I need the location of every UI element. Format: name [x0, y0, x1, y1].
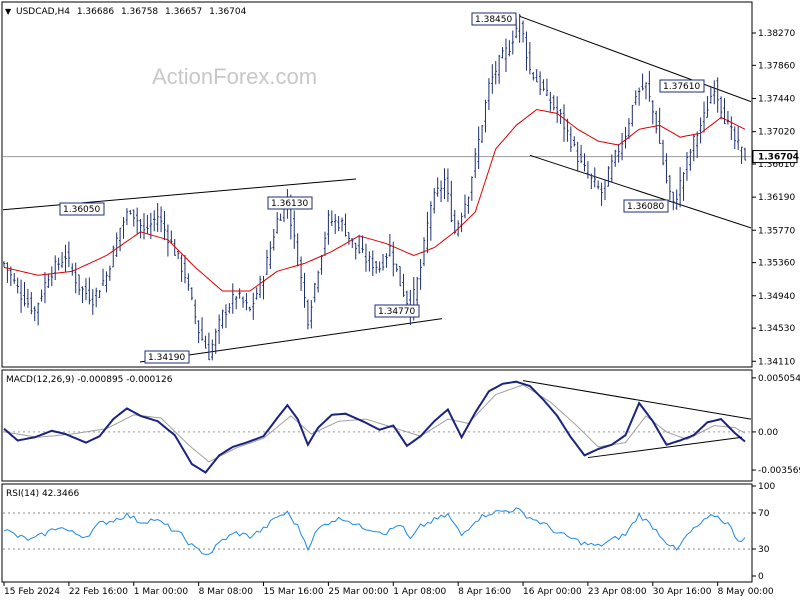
time-tick-label: 30 Apr 16:00: [653, 587, 712, 597]
macd-line: [3, 380, 746, 474]
price-header: ▼ USDCAD,H4 1.36686 1.36758 1.36657 1.36…: [5, 7, 247, 17]
channel-line-2: [139, 318, 443, 363]
macd-tick-label: -0.003569: [758, 466, 800, 476]
price-tick-label: 1.38270: [758, 29, 795, 39]
time-tick-label: 22 Feb 16:00: [69, 587, 128, 597]
rsi-line: [3, 507, 746, 555]
price-tick-label: 1.37020: [758, 128, 795, 138]
price-annotation-label: 1.36130: [271, 199, 308, 209]
price-tick-label: 1.35360: [758, 259, 795, 269]
price-tick-label: 1.36610: [758, 160, 795, 170]
price-annotation: 1.34770: [374, 304, 420, 318]
time-tick-label: 8 Apr 16:00: [458, 587, 511, 597]
price-annotation-label: 1.36050: [63, 205, 100, 215]
rsi-tick-label: 0: [758, 572, 764, 582]
rsi-tick-label: 30: [758, 545, 770, 555]
macd-label: MACD(12,26,9) -0.000895 -0.000126: [6, 375, 173, 385]
macd-signal-line: [3, 384, 746, 463]
price-pane: [1, 1, 753, 368]
symbol-label: USDCAD,H4: [16, 7, 70, 17]
time-tick-label: 25 Mar 00:00: [328, 587, 388, 597]
price-tick-label: 1.37440: [758, 94, 795, 104]
channel-line-3: [519, 15, 751, 103]
time-tick-label: 1 Mar 00:00: [134, 587, 189, 597]
macd-trendline-lower: [587, 436, 743, 459]
time-tick-label: 8 May 00:00: [718, 587, 774, 597]
macd-pane: [1, 369, 753, 482]
price-annotation-label: 1.37610: [663, 82, 700, 92]
macd-trendline-upper: [522, 380, 751, 420]
rsi-pane: [1, 483, 753, 583]
close-value: 1.36704: [209, 7, 246, 17]
time-tick-label: 15 Feb 2024: [4, 587, 60, 597]
price-tick-label: 1.34940: [758, 292, 795, 302]
time-tick-label: 15 Mar 16:00: [264, 587, 324, 597]
watermark: ActionForex.com: [152, 64, 317, 89]
price-tick-label: 1.35770: [758, 226, 795, 236]
rsi-label: RSI(14) 42.3466: [6, 489, 79, 499]
time-tick-label: 1 Apr 08:00: [393, 587, 446, 597]
high-value: 1.36758: [121, 7, 158, 17]
macd-tick-label: 0.00: [758, 428, 778, 438]
low-value: 1.36657: [165, 7, 202, 17]
price-annotation: 1.34190: [144, 350, 190, 364]
time-tick-label: 16 Apr 00:00: [523, 587, 582, 597]
price-annotation: 1.37610: [659, 79, 705, 93]
macd-tick-label: 0.005054: [758, 374, 800, 384]
rsi-tick-label: 70: [758, 509, 770, 519]
rsi-tick-label: 100: [758, 482, 775, 492]
price-tick-label: 1.37860: [758, 61, 795, 71]
price-tick-label: 1.36190: [758, 193, 795, 203]
chart-symbol-arrow-icon: ▼: [5, 7, 12, 16]
price-annotation-label: 1.38450: [475, 15, 512, 25]
current-price-box: [752, 150, 798, 164]
time-tick-label: 8 Mar 08:00: [199, 587, 254, 597]
moving-average-line: [3, 108, 746, 292]
current-price-label: 1.36704: [758, 153, 799, 163]
channel-line-4: [529, 154, 751, 229]
svg-text:USDCAD,H4 1.36686: USDCAD,H4 1.36686 1.36758 1.36657 1.3670…: [16, 7, 247, 17]
price-annotation: 1.36050: [59, 202, 105, 216]
price-tick-label: 1.34530: [758, 324, 795, 334]
time-tick-label: 23 Apr 08:00: [588, 587, 647, 597]
open-value: 1.36686: [77, 7, 114, 17]
price-annotation: 1.38450: [471, 12, 517, 26]
price-annotation-label: 1.34190: [148, 353, 185, 363]
price-annotation: 1.36080: [623, 199, 669, 213]
price-annotation-label: 1.34770: [378, 307, 415, 317]
price-annotation-label: 1.36080: [627, 202, 664, 212]
price-annotation: 1.36130: [267, 196, 313, 210]
price-tick-label: 1.34110: [758, 357, 795, 367]
